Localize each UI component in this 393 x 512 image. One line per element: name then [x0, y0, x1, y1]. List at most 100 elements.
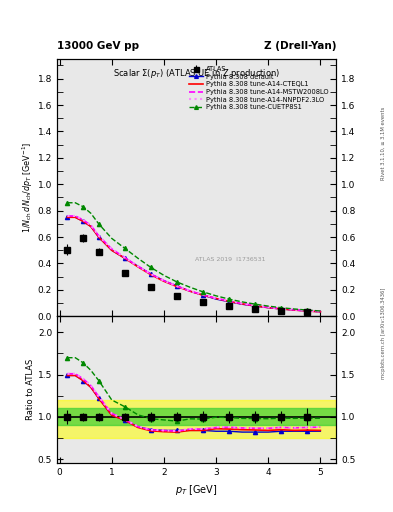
Pythia 8.308 default	[266, 305, 270, 311]
Pythia 8.308 tune-A14-MSTW2008LO	[81, 217, 85, 223]
Pythia 8.308 tune-CUETP8S1	[253, 301, 257, 307]
Pythia 8.308 tune-A14-NNPDF2.3LO	[109, 246, 114, 252]
Pythia 8.308 tune-A14-NNPDF2.3LO	[253, 303, 257, 309]
Pythia 8.308 tune-CUETP8S1	[81, 204, 85, 210]
Pythia 8.308 tune-A14-MSTW2008LO	[279, 306, 284, 312]
Pythia 8.308 tune-A14-MSTW2008LO	[305, 308, 310, 314]
Pythia 8.308 tune-CUETP8S1	[65, 200, 70, 206]
Pythia 8.308 tune-A14-CTEQL1	[123, 255, 127, 261]
Pythia 8.308 tune-A14-NNPDF2.3LO	[279, 306, 284, 312]
Pythia 8.308 tune-CUETP8S1	[88, 210, 93, 217]
Text: ATLAS 2019  I1736531: ATLAS 2019 I1736531	[195, 257, 265, 262]
Pythia 8.308 tune-CUETP8S1	[73, 200, 77, 206]
Pythia 8.308 tune-A14-MSTW2008LO	[227, 298, 231, 304]
Text: Rivet 3.1.10, ≥ 3.1M events: Rivet 3.1.10, ≥ 3.1M events	[381, 106, 386, 180]
Pythia 8.308 default	[162, 278, 166, 284]
Pythia 8.308 tune-CUETP8S1	[174, 279, 179, 285]
Line: Pythia 8.308 tune-A14-NNPDF2.3LO: Pythia 8.308 tune-A14-NNPDF2.3LO	[68, 216, 320, 311]
Pythia 8.308 tune-A14-NNPDF2.3LO	[305, 308, 310, 314]
Pythia 8.308 tune-A14-MSTW2008LO	[109, 246, 114, 252]
Pythia 8.308 tune-CUETP8S1	[123, 245, 127, 251]
Bar	[57, 400, 336, 438]
Pythia 8.308 default	[73, 214, 77, 220]
Line: Pythia 8.308 tune-CUETP8S1: Pythia 8.308 tune-CUETP8S1	[65, 201, 322, 313]
Pythia 8.308 tune-A14-NNPDF2.3LO	[292, 307, 297, 313]
Text: 13000 GeV pp: 13000 GeV pp	[57, 41, 139, 51]
Pythia 8.308 tune-A14-MSTW2008LO	[123, 254, 127, 261]
Pythia 8.308 tune-CUETP8S1	[109, 236, 114, 242]
Pythia 8.308 tune-A14-CTEQL1	[162, 278, 166, 284]
Pythia 8.308 tune-A14-CTEQL1	[240, 301, 244, 307]
Pythia 8.308 default	[96, 234, 101, 240]
Pythia 8.308 tune-A14-NNPDF2.3LO	[162, 278, 166, 284]
Pythia 8.308 tune-CUETP8S1	[187, 284, 192, 290]
Pythia 8.308 tune-A14-NNPDF2.3LO	[96, 232, 101, 239]
Pythia 8.308 tune-A14-MSTW2008LO	[96, 232, 101, 239]
Pythia 8.308 tune-A14-CTEQL1	[96, 234, 101, 240]
Text: Z (Drell-Yan): Z (Drell-Yan)	[264, 41, 336, 51]
Pythia 8.308 tune-A14-CTEQL1	[318, 309, 323, 315]
Pythia 8.308 default	[201, 292, 206, 298]
Line: Pythia 8.308 tune-A14-CTEQL1: Pythia 8.308 tune-A14-CTEQL1	[68, 217, 320, 312]
Pythia 8.308 tune-A14-NNPDF2.3LO	[65, 213, 70, 219]
Pythia 8.308 tune-A14-NNPDF2.3LO	[240, 301, 244, 307]
Pythia 8.308 default	[318, 309, 323, 315]
Pythia 8.308 tune-CUETP8S1	[96, 221, 101, 227]
Pythia 8.308 tune-CUETP8S1	[149, 264, 153, 270]
Pythia 8.308 tune-CUETP8S1	[136, 255, 140, 261]
Pythia 8.308 tune-A14-CTEQL1	[305, 308, 310, 314]
Pythia 8.308 tune-A14-CTEQL1	[201, 292, 206, 298]
Pythia 8.308 tune-A14-MSTW2008LO	[318, 308, 323, 314]
Pythia 8.308 tune-A14-MSTW2008LO	[174, 283, 179, 289]
Pythia 8.308 tune-A14-NNPDF2.3LO	[214, 295, 219, 301]
Pythia 8.308 tune-A14-CTEQL1	[292, 307, 297, 313]
Pythia 8.308 tune-A14-CTEQL1	[279, 306, 284, 312]
Pythia 8.308 default	[253, 303, 257, 309]
Y-axis label: $1/N_{\rm ch}\,dN_{\rm ch}/dp_T\;[\rm GeV^{-1}]$: $1/N_{\rm ch}\,dN_{\rm ch}/dp_T\;[\rm Ge…	[20, 142, 35, 233]
Pythia 8.308 default	[149, 271, 153, 277]
Pythia 8.308 tune-A14-MSTW2008LO	[266, 304, 270, 310]
Pythia 8.308 tune-A14-CTEQL1	[109, 247, 114, 253]
Pythia 8.308 default	[136, 263, 140, 269]
Pythia 8.308 tune-A14-CTEQL1	[253, 303, 257, 309]
Pythia 8.308 tune-A14-NNPDF2.3LO	[73, 213, 77, 219]
Pythia 8.308 tune-A14-CTEQL1	[149, 272, 153, 278]
Pythia 8.308 tune-CUETP8S1	[318, 308, 323, 314]
Pythia 8.308 tune-A14-CTEQL1	[266, 305, 270, 311]
Pythia 8.308 tune-A14-NNPDF2.3LO	[318, 308, 323, 314]
Pythia 8.308 default	[292, 307, 297, 313]
Pythia 8.308 default	[227, 298, 231, 305]
Bar	[57, 409, 336, 425]
Pythia 8.308 tune-A14-CTEQL1	[73, 214, 77, 220]
Pythia 8.308 tune-A14-NNPDF2.3LO	[266, 304, 270, 310]
Pythia 8.308 tune-CUETP8S1	[214, 293, 219, 299]
Pythia 8.308 tune-A14-NNPDF2.3LO	[201, 292, 206, 298]
Line: Pythia 8.308 tune-A14-MSTW2008LO: Pythia 8.308 tune-A14-MSTW2008LO	[68, 216, 320, 311]
Pythia 8.308 tune-A14-MSTW2008LO	[162, 278, 166, 284]
Pythia 8.308 tune-A14-NNPDF2.3LO	[174, 283, 179, 289]
Legend: ATLAS, Pythia 8.308 default, Pythia 8.308 tune-A14-CTEQL1, Pythia 8.308 tune-A14: ATLAS, Pythia 8.308 default, Pythia 8.30…	[187, 65, 330, 112]
Pythia 8.308 tune-A14-MSTW2008LO	[201, 292, 206, 298]
Y-axis label: Ratio to ATLAS: Ratio to ATLAS	[26, 359, 35, 420]
Pythia 8.308 tune-A14-MSTW2008LO	[149, 271, 153, 277]
Pythia 8.308 tune-A14-CTEQL1	[227, 298, 231, 305]
Pythia 8.308 default	[214, 296, 219, 302]
Pythia 8.308 tune-A14-MSTW2008LO	[253, 303, 257, 309]
Pythia 8.308 default	[88, 223, 93, 229]
Pythia 8.308 tune-A14-CTEQL1	[174, 284, 179, 290]
Pythia 8.308 tune-A14-MSTW2008LO	[240, 301, 244, 307]
Pythia 8.308 tune-A14-MSTW2008LO	[88, 222, 93, 228]
Pythia 8.308 tune-CUETP8S1	[266, 303, 270, 309]
Pythia 8.308 tune-A14-CTEQL1	[88, 223, 93, 229]
Pythia 8.308 default	[174, 283, 179, 289]
Pythia 8.308 tune-A14-MSTW2008LO	[73, 213, 77, 219]
Pythia 8.308 tune-A14-NNPDF2.3LO	[136, 263, 140, 269]
Pythia 8.308 tune-A14-NNPDF2.3LO	[149, 271, 153, 277]
Pythia 8.308 tune-A14-NNPDF2.3LO	[88, 222, 93, 228]
Pythia 8.308 tune-A14-CTEQL1	[214, 295, 219, 302]
Pythia 8.308 tune-CUETP8S1	[305, 307, 310, 313]
Pythia 8.308 default	[279, 306, 284, 312]
Pythia 8.308 tune-A14-CTEQL1	[81, 218, 85, 224]
Pythia 8.308 tune-A14-MSTW2008LO	[187, 288, 192, 294]
Pythia 8.308 tune-CUETP8S1	[201, 289, 206, 295]
